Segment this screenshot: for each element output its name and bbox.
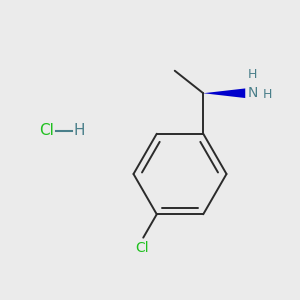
Text: H: H: [74, 123, 85, 138]
Text: N: N: [248, 86, 258, 100]
Text: H: H: [248, 68, 257, 81]
Text: Cl: Cl: [135, 241, 148, 255]
Text: H: H: [263, 88, 273, 101]
Polygon shape: [203, 88, 245, 98]
Text: Cl: Cl: [39, 123, 54, 138]
